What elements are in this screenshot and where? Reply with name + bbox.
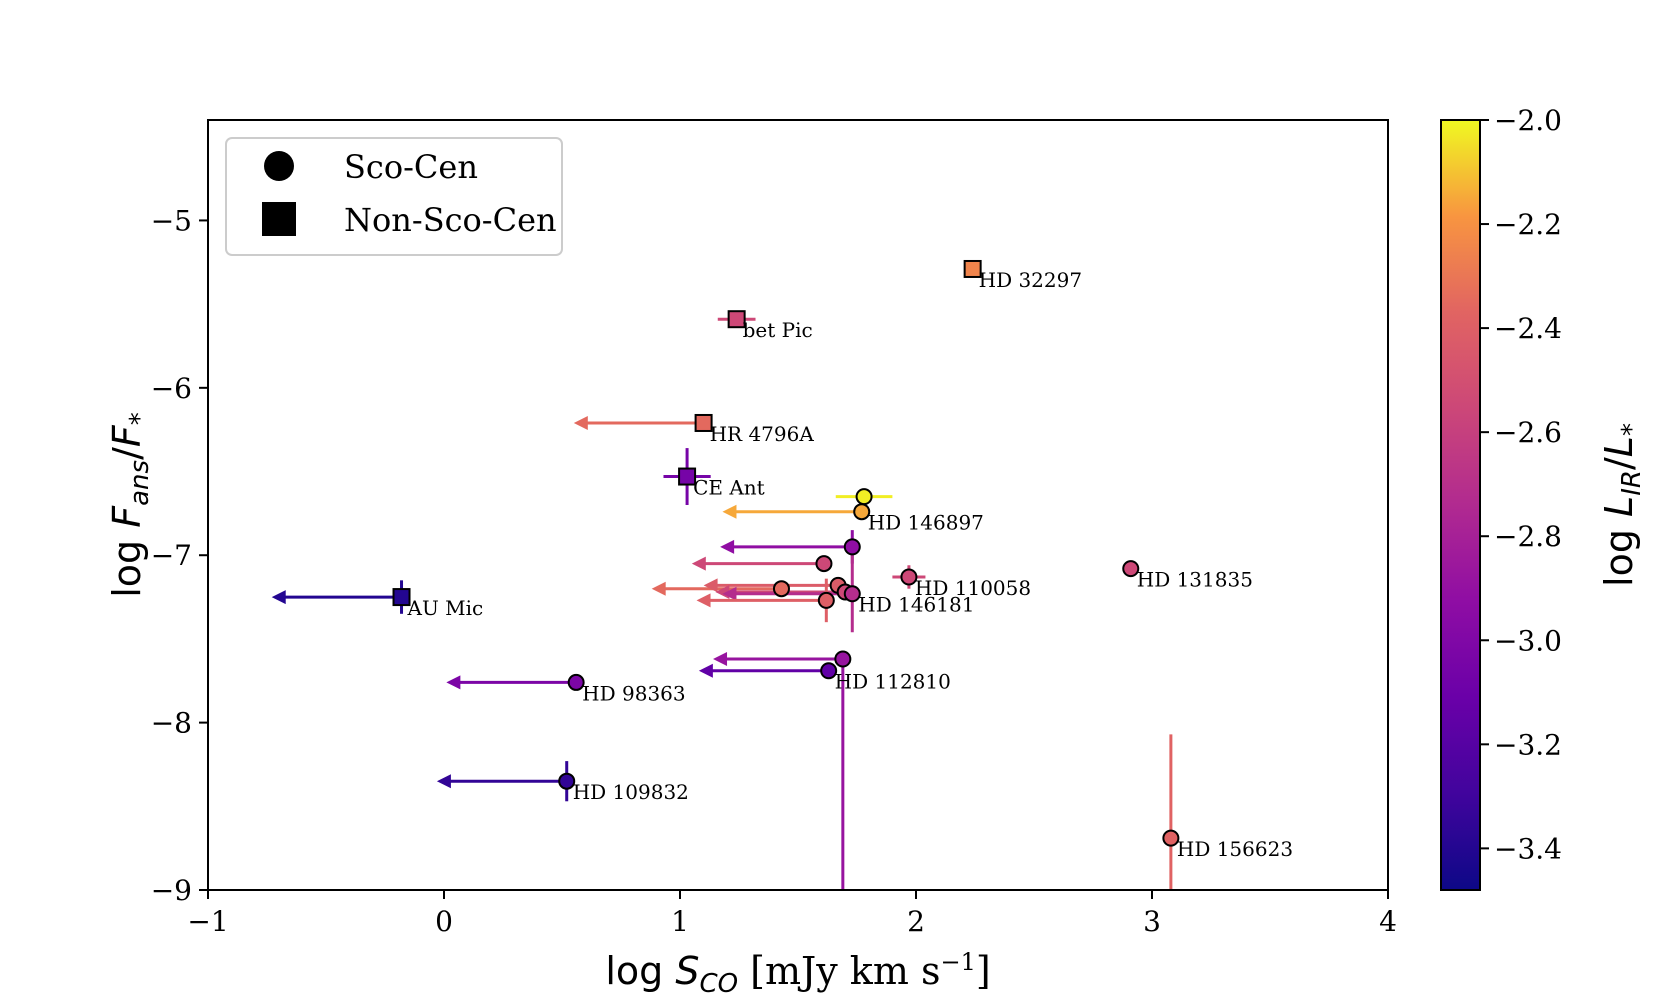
upper-limit-arrow-head [698, 663, 713, 678]
y-tick-label: −9 [151, 874, 192, 907]
upper-limit-arrow-head [696, 593, 711, 608]
data-point-circle [853, 503, 871, 521]
colorbar-tick-label: −2.6 [1494, 416, 1562, 449]
point-label: HD 110058 [915, 576, 1031, 600]
colorbar-tick-label: −3.0 [1494, 624, 1562, 657]
point-label: AU Mic [407, 596, 484, 620]
data-point-circle [1122, 560, 1140, 578]
upper-limit-arrow-head [436, 774, 451, 789]
colorbar-tick-label: −2.0 [1494, 104, 1562, 137]
upper-limit-arrow-head [722, 586, 737, 601]
point-label: HD 109832 [573, 780, 689, 804]
upper-limit-arrow-head [703, 578, 718, 593]
point-label: HD 32297 [979, 268, 1082, 292]
point-label: HD 112810 [835, 670, 951, 694]
colorbar-tick-label: −2.2 [1494, 208, 1562, 241]
upper-limit-arrow-head [722, 504, 737, 519]
x-tick-label: 4 [1379, 905, 1397, 938]
upper-limit-arrow-head [271, 590, 286, 605]
colorbar-tick-label: −2.4 [1494, 312, 1562, 345]
legend-circle-marker [264, 151, 294, 181]
upper-limit-arrow-head [573, 415, 588, 430]
data-point-square [694, 413, 713, 432]
colorbar-ticks: −2.0 −2.2 −2.4 −2.6 −2.8 −3.0 −3.2 −3.4 [1480, 104, 1562, 865]
x-axis-title: log SCO [mJy km s−1] [605, 948, 990, 997]
point-label: HD 146897 [868, 511, 984, 535]
x-tick-label: 3 [1143, 905, 1161, 938]
data-point-circle [834, 650, 852, 668]
colorbar-tick-label: −2.8 [1494, 520, 1562, 553]
point-label: HD 156623 [1177, 837, 1293, 861]
colorbar-tick-label: −3.2 [1494, 728, 1562, 761]
point-label: CE Ant [693, 476, 765, 500]
data-point-circle [843, 585, 861, 603]
y-tick-label: −6 [151, 372, 192, 405]
upper-limit-arrow-head [446, 675, 461, 690]
markers-layer [392, 259, 1180, 847]
x-axis-ticks: −1 0 1 2 3 4 [187, 890, 1397, 938]
legend-label-sco-cen: Sco-Cen [344, 148, 478, 186]
point-labels-layer: HD 32297 bet Pic HR 4796A CE Ant HD 146897 HD… [407, 268, 1294, 861]
data-point-circle [820, 662, 838, 680]
data-point-circle [772, 580, 790, 598]
data-point-square [678, 467, 697, 486]
legend-box [225, 137, 563, 256]
data-point-circle [900, 568, 918, 586]
data-point-circle [567, 673, 585, 691]
point-label: HD 98363 [582, 681, 685, 705]
point-label: HR 4796A [710, 422, 815, 446]
data-point-circle [855, 488, 873, 506]
y-tick-label: −8 [151, 707, 192, 740]
upper-limit-arrow-head [713, 652, 728, 666]
data-point-circle [843, 538, 861, 556]
point-label: bet Pic [743, 318, 813, 342]
y-axis-ticks: −5 −6 −7 −8 −9 [151, 204, 208, 907]
upper-limit-arrow-head [715, 585, 730, 600]
legend: Sco-Cen Non-Sco-Cen [225, 137, 563, 256]
colorbar-tick-label: −3.4 [1494, 832, 1562, 865]
upper-limit-arrow-head [691, 556, 706, 571]
x-tick-label: −1 [187, 905, 228, 938]
data-point-square [392, 588, 411, 607]
upper-limit-arrow-head [651, 581, 666, 596]
y-tick-label: −5 [151, 204, 192, 237]
legend-square-marker [262, 202, 296, 236]
point-label: HD 131835 [1137, 568, 1253, 592]
data-point-square [963, 259, 982, 278]
data-point-circle [1162, 829, 1180, 847]
x-tick-label: 0 [435, 905, 453, 938]
data-point-circle [815, 555, 833, 573]
plot-frame [207, 119, 1389, 891]
colorbar [1440, 119, 1481, 891]
legend-label-non-sco-cen: Non-Sco-Cen [344, 201, 557, 239]
x-tick-label: 2 [907, 905, 925, 938]
y-axis-title: log Fans/F* [105, 412, 155, 598]
data-point-circle [558, 772, 576, 790]
data-point-square [727, 310, 746, 329]
x-tick-label: 1 [671, 905, 689, 938]
data-point-circle [817, 591, 835, 609]
point-label: HD 146181 [858, 593, 974, 617]
colorbar-title: log LIR/L* [1597, 423, 1647, 587]
y-tick-label: −7 [151, 539, 192, 572]
upper-limit-arrow-head [720, 539, 735, 554]
